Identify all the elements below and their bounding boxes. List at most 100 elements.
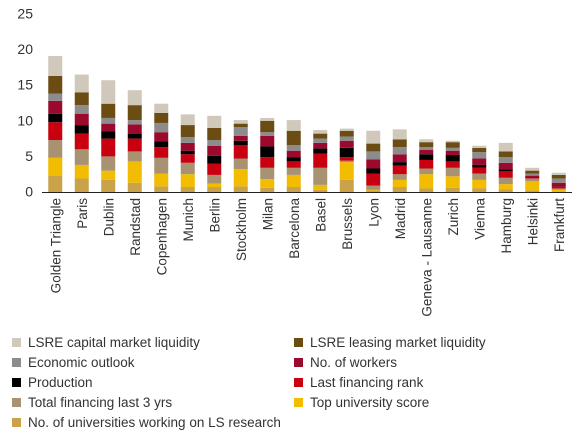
bar-segment: [366, 151, 381, 160]
legend-swatch: [294, 337, 303, 347]
bar-segment: [551, 188, 566, 190]
bar-segment: [339, 130, 354, 137]
legend-swatch: [12, 397, 21, 407]
x-tick-label: Lyon: [366, 198, 381, 227]
bar-segment: [525, 190, 540, 192]
bar-segment: [260, 132, 275, 136]
bar-segment: [207, 145, 222, 156]
bar-segment: [551, 185, 566, 187]
bar-segment: [472, 188, 487, 192]
legend-label: LSRE capital market liquidity: [28, 334, 200, 350]
x-tick-label: Randstad: [128, 198, 143, 256]
legend-swatch: [294, 357, 303, 367]
legend-label: Production: [28, 374, 93, 390]
bar-segment: [127, 161, 142, 183]
bar-segment: [101, 123, 116, 132]
bar-segment: [260, 117, 275, 121]
bar-segment: [233, 123, 248, 128]
legend-label: No. of workers: [310, 354, 398, 370]
bar-segment: [74, 113, 89, 126]
bar-segment: [260, 135, 275, 147]
x-tick-label: Zurich: [446, 198, 461, 236]
bar-segment: [48, 100, 63, 114]
bar-segment: [286, 187, 301, 192]
bar-segment: [551, 191, 566, 192]
bar-segment: [286, 174, 301, 188]
y-tick-label: 5: [25, 148, 33, 164]
bar-segment: [154, 103, 169, 113]
legend-label: Economic outlook: [28, 354, 135, 370]
legend-swatch: [12, 417, 21, 427]
bar-segment: [48, 56, 63, 76]
bar-segment: [445, 154, 460, 162]
bar-segment: [154, 157, 169, 174]
x-tick-label: Madrid: [393, 198, 408, 239]
legend-item: Top university score: [294, 392, 429, 412]
bar-segment: [392, 179, 407, 188]
x-tick-label: Basel: [313, 198, 328, 232]
bar-segment: [101, 117, 116, 124]
bar-segment: [233, 145, 248, 159]
y-tick-label: 10: [17, 112, 33, 128]
bar-segment: [313, 184, 328, 190]
bar-segment: [445, 147, 460, 151]
bar-segment: [233, 158, 248, 170]
bar-segment: [472, 158, 487, 165]
bar-segment: [127, 124, 142, 134]
bar-segment: [339, 147, 354, 158]
bar-segment: [74, 125, 89, 134]
bar-segment: [366, 185, 381, 190]
legend-label: Total financing last 3 yrs: [28, 394, 173, 410]
x-tick-label: Frankfurt: [552, 198, 567, 252]
bar-segment: [445, 142, 460, 148]
bar-segment: [207, 115, 222, 128]
bar-segment: [392, 139, 407, 148]
bar-segment: [313, 138, 328, 143]
bar-segment: [498, 184, 513, 190]
bar-segment: [525, 167, 540, 171]
stacked-bar-chart: 0 5 10 15 20 25 Golden Triangle Paris Dublin Ran…: [17, 6, 572, 317]
legend-label: LSRE leasing market liquidity: [310, 334, 486, 350]
bar-segment: [260, 179, 275, 188]
bar-segment: [260, 187, 275, 192]
bar-segment: [127, 90, 142, 106]
bar-segment: [180, 150, 195, 155]
bar-segment: [525, 177, 540, 178]
bar-segment: [551, 174, 566, 179]
legend-item: LSRE capital market liquidity: [12, 332, 200, 352]
x-tick-label: Brussels: [340, 198, 355, 250]
legend-label: Top university score: [310, 394, 430, 410]
bar-segment: [154, 173, 169, 187]
legend-swatch: [12, 357, 21, 367]
bar-segment: [419, 174, 434, 189]
bar-segment: [233, 186, 248, 192]
bar-segment: [551, 172, 566, 175]
bar-segment: [74, 149, 89, 165]
bar-segment: [313, 133, 328, 139]
legend-item: Total financing last 3 yrs: [12, 392, 172, 412]
bar-segment: [48, 175, 63, 192]
bar-segment: [339, 162, 354, 180]
legend-item: Economic outlook: [12, 352, 135, 372]
bar-segment: [445, 150, 460, 155]
bar-segment: [127, 138, 142, 152]
legend-swatch: [12, 377, 21, 387]
bar-segment: [101, 170, 116, 180]
bar-segment: [48, 157, 63, 176]
bar-segment: [101, 103, 116, 118]
bar-segment: [74, 164, 89, 179]
bar-segment: [286, 161, 301, 168]
bar-segment: [339, 179, 354, 192]
bar-segment: [551, 182, 566, 186]
bar-segment: [313, 189, 328, 192]
legend-item: No. of universities working on LS resear…: [12, 412, 281, 432]
bar-segment: [101, 131, 116, 139]
x-tick-label: Hamburg: [499, 198, 514, 254]
bar-segment: [498, 169, 513, 172]
bar-segment: [419, 154, 434, 160]
bar-segment: [48, 113, 63, 123]
bar-segment: [127, 120, 142, 125]
bar-segment: [419, 139, 434, 143]
bar-segment: [498, 189, 513, 192]
bar-segment: [445, 140, 460, 143]
